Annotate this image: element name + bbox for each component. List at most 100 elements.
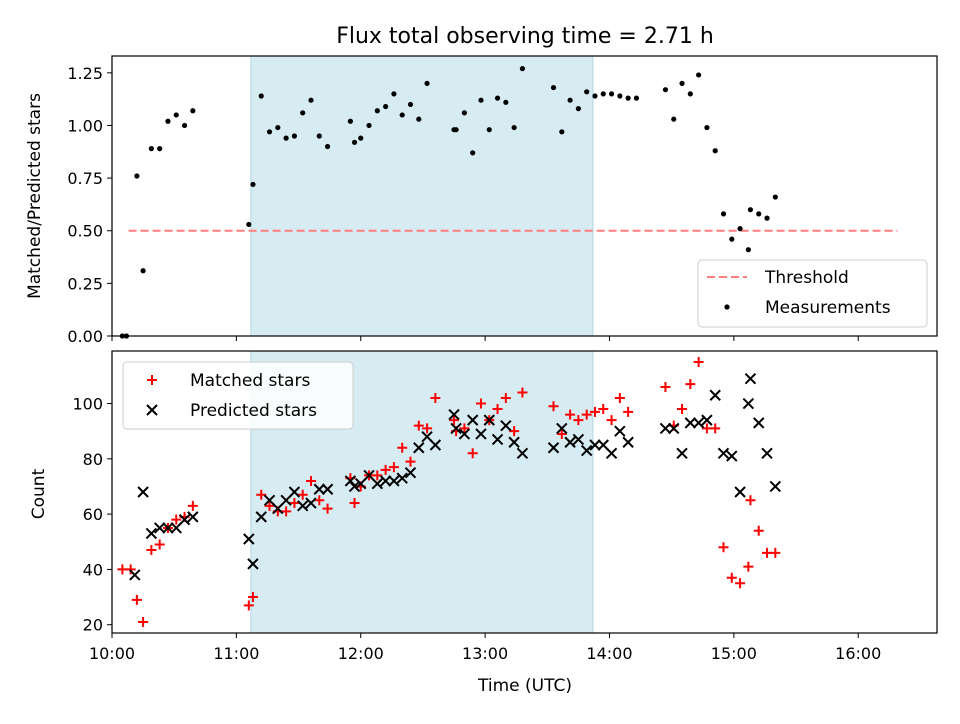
- predicted-star-point: [491, 433, 504, 446]
- matched-star-point: [598, 404, 609, 415]
- measurement-point: [559, 129, 565, 135]
- measurement-point: [567, 97, 573, 103]
- measurement-point: [173, 112, 179, 118]
- predicted-star-point: [508, 436, 520, 448]
- x-tick-label: 12:00: [338, 644, 384, 663]
- predicted-star-point: [614, 425, 626, 437]
- measurement-point: [275, 124, 281, 131]
- legend-matched-swatch: [147, 375, 157, 385]
- measurement-point: [291, 133, 298, 139]
- predicted-star-point: [726, 450, 738, 462]
- measurement-point: [592, 93, 598, 99]
- predicted-star-point: [313, 483, 325, 495]
- measurement-point: [416, 116, 422, 122]
- measurement-point: [662, 87, 669, 93]
- matched-star-point: [449, 415, 460, 426]
- x-tick-label: 16:00: [835, 644, 881, 663]
- measurement-point: [494, 95, 501, 101]
- measurement-point: [383, 103, 389, 110]
- measurement-point: [366, 122, 372, 129]
- top-y-tick-label: 0.25: [67, 274, 103, 293]
- matched-star-point: [573, 415, 584, 426]
- predicted-star-point: [305, 497, 317, 509]
- predicted-star-point: [137, 486, 149, 498]
- predicted-star-point: [404, 466, 417, 479]
- predicted-star-point: [734, 486, 746, 498]
- measurement-point: [745, 247, 751, 253]
- predicted-star-point: [701, 414, 713, 426]
- measurement-point: [687, 91, 693, 97]
- top-plot-frame: [111, 55, 938, 337]
- bottom-y-tick-label: 20: [83, 616, 103, 635]
- predicted-star-point: [605, 447, 618, 460]
- bottom-legend-box: [122, 361, 354, 430]
- matched-star-point: [281, 506, 292, 517]
- matched-star-point: [397, 442, 408, 453]
- x-tick-label: 11:00: [213, 644, 259, 663]
- measurement-point: [720, 211, 727, 217]
- measurement-point: [617, 93, 623, 99]
- measurement-point: [764, 215, 770, 221]
- measurement-point: [165, 118, 171, 124]
- predicted-star-point: [761, 447, 773, 460]
- matched-star-point: [405, 456, 416, 467]
- x-axis-label: Time (UTC): [477, 676, 572, 696]
- predicted-star-point: [458, 428, 471, 440]
- measurement-point: [300, 110, 306, 116]
- x-tick-label: 15:00: [711, 644, 757, 663]
- matched-star-point: [726, 572, 737, 583]
- measurement-point: [633, 95, 640, 101]
- matched-star-point: [388, 462, 399, 473]
- bottom-y-tick-label: 40: [83, 560, 103, 579]
- measurement-point: [729, 236, 735, 242]
- matched-star-point: [753, 525, 764, 536]
- matched-star-point: [660, 381, 671, 392]
- top-y-tick-label: 1.00: [67, 116, 103, 135]
- measurement-point: [511, 124, 517, 131]
- matched-star-point: [565, 409, 576, 420]
- top-legend-box: [697, 259, 928, 328]
- measurement-point: [478, 97, 484, 103]
- top-y-tick-label: 1.25: [67, 64, 103, 83]
- matched-star-point: [171, 514, 182, 525]
- measurement-point: [374, 108, 380, 114]
- x-tick-label: 10:00: [89, 644, 135, 663]
- predicted-star-point: [145, 527, 158, 540]
- matched-star-point: [243, 600, 254, 611]
- matched-star-point: [509, 426, 520, 437]
- predicted-star-point: [396, 472, 408, 484]
- x-tick-label: 13:00: [462, 644, 508, 663]
- measurement-point: [671, 116, 677, 122]
- predicted-star-point: [717, 447, 730, 460]
- matched-star-point: [606, 415, 617, 426]
- measurement-point: [470, 150, 476, 156]
- measurement-point: [399, 112, 405, 118]
- bottom-y-tick-label: 60: [83, 505, 103, 524]
- legend-threshold-label: Threshold: [764, 268, 849, 288]
- matched-star-point: [380, 464, 391, 475]
- measurement-point: [316, 133, 322, 139]
- top-y-tick-label: 0.75: [67, 169, 103, 188]
- matched-star-point: [297, 489, 308, 500]
- predicted-star-point: [429, 439, 442, 451]
- measurement-point: [358, 135, 364, 141]
- measurement-point: [157, 146, 163, 152]
- measurement-point: [246, 221, 252, 228]
- predicted-star-point: [709, 389, 721, 401]
- matched-star-point: [614, 393, 625, 403]
- predicted-star-point: [676, 447, 688, 460]
- matched-star-point: [422, 423, 433, 434]
- predicted-star-point: [659, 422, 672, 435]
- predicted-star-point: [692, 417, 705, 429]
- matched-star-point: [131, 594, 142, 605]
- measurement-point: [486, 127, 492, 133]
- bottom-y-tick-label: 80: [83, 450, 103, 469]
- matched-star-point: [459, 423, 470, 434]
- observing-interval-band: [250, 55, 594, 337]
- matched-star-point: [623, 406, 634, 417]
- measurement-point: [351, 139, 358, 145]
- legend-matched-label: Matched stars: [190, 371, 310, 391]
- matched-star-point: [770, 547, 781, 558]
- predicted-star-point: [448, 408, 460, 421]
- predicted-star-point: [668, 422, 680, 435]
